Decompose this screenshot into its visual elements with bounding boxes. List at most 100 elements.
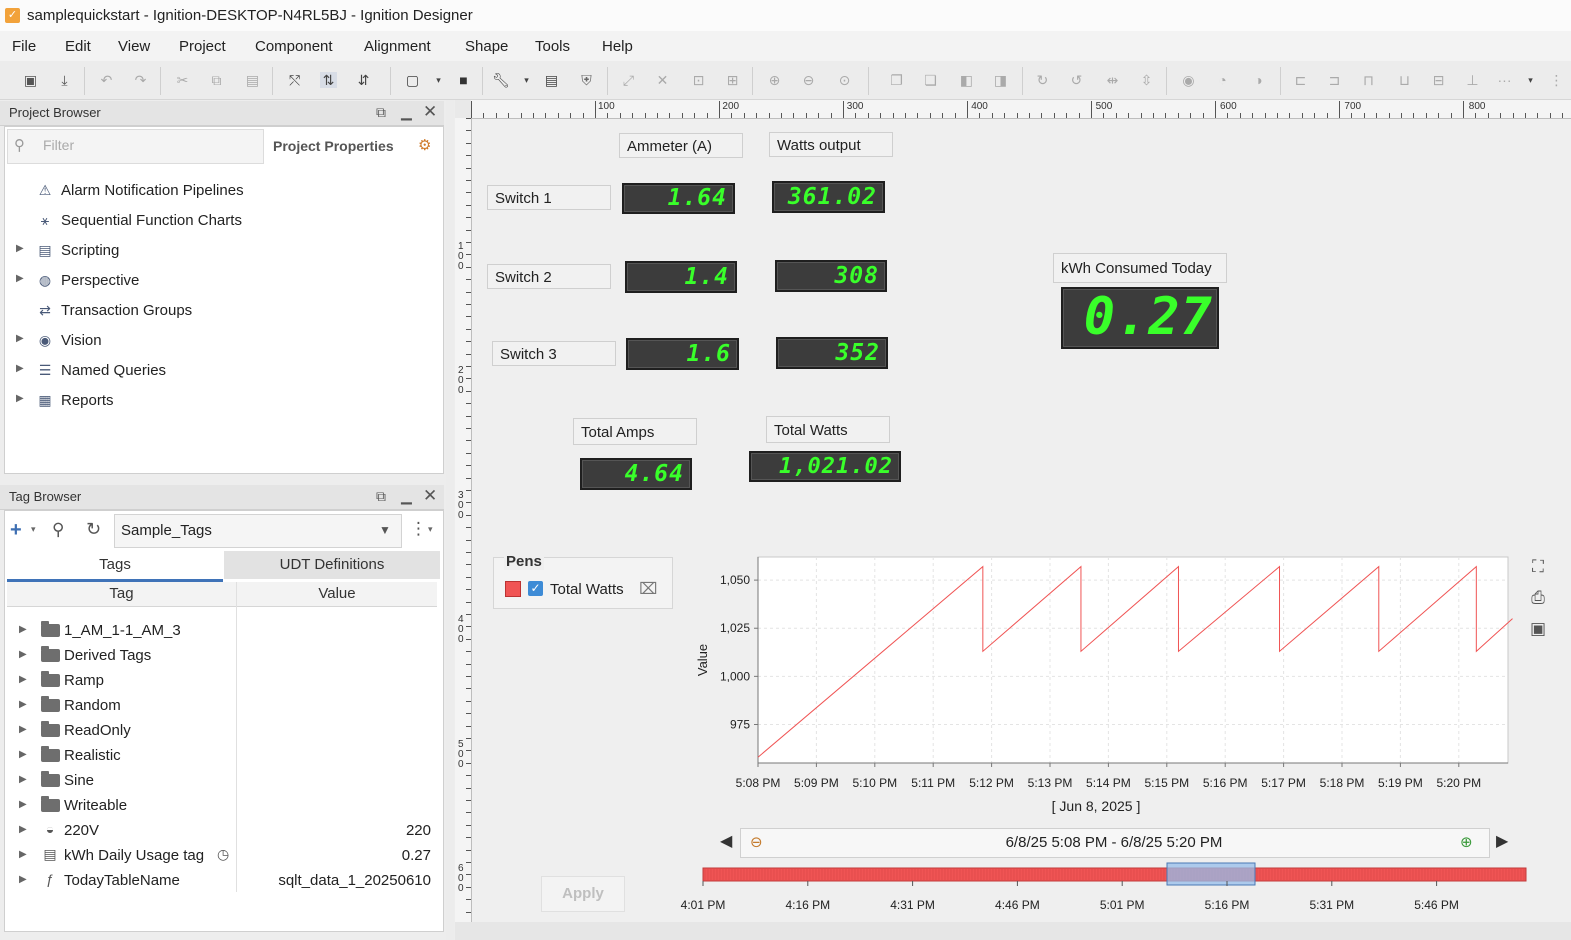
expand-arrow-icon[interactable]: ▶ [16, 273, 24, 284]
preview-dropdown-icon[interactable]: ▾ [436, 75, 441, 85]
project-tree-item[interactable]: ⇄ Transaction Groups [0, 298, 430, 324]
expand-arrow-icon[interactable]: ▶ [16, 363, 24, 374]
fit-icon[interactable]: ✕ [656, 72, 669, 88]
save-all-icon[interactable]: ⤓ [61, 72, 68, 88]
tab-udt-definitions[interactable]: UDT Definitions [224, 551, 440, 579]
union-icon[interactable]: ◉ [1182, 72, 1195, 88]
pen-visible-checkbox[interactable]: ✓ [528, 581, 543, 596]
save-chart-icon[interactable]: ▣ [1529, 619, 1547, 638]
total-amps-display[interactable]: 4.64 [580, 458, 692, 490]
tag-row[interactable]: ▶ Derived Tags [7, 643, 437, 668]
menu-component[interactable]: Component [255, 38, 333, 55]
align-middle-icon[interactable]: ⊟ [1432, 72, 1445, 88]
search-icon[interactable]: ⚲ [52, 520, 65, 539]
range-forward-icon[interactable]: ▶ [1496, 833, 1509, 850]
expand-arrow-icon[interactable]: ▶ [19, 874, 27, 885]
undo-icon[interactable]: ↶ [100, 72, 113, 88]
ammeter-header-label[interactable]: Ammeter (A) [619, 133, 743, 158]
flip-v-icon[interactable]: ⇳ [1140, 72, 1153, 88]
easy-chart[interactable]: 5:08 PM 5:09 PM 5:10 PM 5:11 PM 5:12 PM 5:13 … [690, 545, 1520, 815]
more-icon[interactable]: ··· [1497, 72, 1512, 88]
paste-icon[interactable]: ▤ [245, 72, 260, 88]
project-tree-item[interactable]: ▶ ▤ Scripting [0, 238, 430, 264]
align-center-icon[interactable]: ⊐ [1328, 72, 1341, 88]
move-mode-icon[interactable]: ⇅ [320, 72, 337, 88]
menu-edit[interactable]: Edit [65, 38, 91, 55]
zoom-in-icon[interactable]: ⊕ [768, 72, 781, 88]
project-properties-icon[interactable]: ⚙ [418, 137, 432, 154]
align-bottom-icon[interactable]: ⊔ [1399, 72, 1410, 88]
preview-icon[interactable]: ▢ [405, 72, 420, 88]
minimize-icon[interactable]: ▁ [401, 488, 412, 504]
tag-row[interactable]: ▶ Ramp [7, 668, 437, 693]
close-icon[interactable]: ✕ [423, 102, 438, 121]
wrench-dropdown-icon[interactable]: ▾ [524, 75, 529, 85]
project-tree-item[interactable]: ▶ ▦ Reports [0, 388, 430, 414]
watts-header-label[interactable]: Watts output [769, 132, 893, 157]
add-dropdown-icon[interactable]: ▾ [31, 524, 36, 534]
tag-provider-select[interactable] [114, 514, 402, 548]
switch-2-label[interactable]: Switch 2 [487, 264, 611, 289]
overview-timeline[interactable]: 4:01 PM 4:16 PM 4:31 PM 4:46 PM 5:01 PM 5:16 … [680, 862, 1540, 918]
zoom-reset-icon[interactable]: ⊙ [838, 72, 851, 88]
group-icon[interactable]: ❐ [890, 72, 903, 88]
project-tree-item[interactable]: ⚠ Alarm Notification Pipelines [0, 178, 430, 204]
tag-row[interactable]: ▶ Writeable [7, 793, 437, 818]
rotate-ccw-icon[interactable]: ↺ [1070, 72, 1083, 88]
tag-row[interactable]: ▶ Realistic [7, 743, 437, 768]
filter-input[interactable] [7, 129, 264, 164]
column-header-value[interactable]: Value [237, 582, 437, 607]
switch-3-amps-display[interactable]: 1.6 [626, 338, 739, 370]
project-tree-item[interactable]: ▶ ◍ Perspective [0, 268, 430, 294]
ungroup-icon[interactable]: ❏ [924, 72, 937, 88]
stop-icon[interactable]: ■ [459, 72, 468, 88]
project-tree-item[interactable]: ▶ ☰ Named Queries [0, 358, 430, 384]
save-icon[interactable]: ▣ [23, 72, 38, 88]
expand-arrow-icon[interactable]: ▶ [19, 649, 27, 660]
expand-arrow-icon[interactable]: ▶ [19, 699, 27, 710]
column-header-tag[interactable]: Tag [7, 582, 236, 607]
zoom-out-icon[interactable]: ⊖ [802, 72, 815, 88]
copy-icon[interactable]: ⧉ [211, 72, 222, 88]
tab-tags[interactable]: Tags [7, 551, 223, 582]
expand-arrow-icon[interactable]: ▶ [19, 724, 27, 735]
minimize-icon[interactable]: ▁ [401, 104, 412, 120]
tag-row[interactable]: ▶ ◒ 220V 220 [7, 818, 437, 843]
float-icon[interactable]: ⧉ [376, 104, 386, 120]
expand-arrow-icon[interactable]: ▶ [19, 774, 27, 785]
intersect-icon[interactable]: ◑ [1254, 72, 1263, 88]
total-watts-label[interactable]: Total Watts [766, 416, 890, 443]
redo-icon[interactable]: ↷ [134, 72, 147, 88]
align-vmiddle-icon[interactable]: ⊥ [1466, 72, 1479, 88]
float-icon[interactable]: ⧉ [376, 488, 386, 504]
zoom-out-icon[interactable]: ⊖ [750, 834, 763, 851]
chevron-down-icon[interactable]: ▼ [379, 523, 391, 537]
switch-1-watts-display[interactable]: 361.02 [772, 181, 885, 213]
range-back-icon[interactable]: ◀ [720, 833, 733, 850]
tag-row[interactable]: ▶ ƒ TodayTableName sqlt_data_1_20250610 [7, 868, 437, 893]
expand-arrow-icon[interactable]: ▶ [16, 243, 24, 254]
anchor-mode-icon[interactable]: ⇵ [357, 72, 370, 88]
tag-row[interactable]: ▶ Sine [7, 768, 437, 793]
tag-row[interactable]: ▶ ▤ kWh Daily Usage tag ◷ 0.27 [7, 843, 437, 868]
tag-row[interactable]: ▶ Random [7, 693, 437, 718]
apply-button[interactable]: Apply [541, 876, 625, 912]
switch-1-amps-display[interactable]: 1.64 [622, 183, 735, 214]
wrench-icon[interactable]: 🔧︎ [492, 72, 510, 88]
subtract-icon[interactable]: ◔ [1218, 72, 1227, 88]
print-icon[interactable]: ⎙ [1531, 588, 1545, 607]
shield-icon[interactable]: ⛨ [581, 72, 592, 88]
tools-off-icon[interactable]: ⤲ [288, 72, 301, 88]
menu-alignment[interactable]: Alignment [364, 38, 431, 55]
align-top-icon[interactable]: ⊓ [1363, 72, 1374, 88]
kebab-menu-icon[interactable]: ⋮ [410, 519, 427, 538]
menu-file[interactable]: File [12, 38, 37, 55]
size-icon[interactable]: ⤢ [622, 72, 635, 88]
switch-2-watts-display[interactable]: 308 [775, 260, 887, 292]
expand-arrow-icon[interactable]: ▶ [19, 624, 27, 635]
overflow-dropdown-icon[interactable]: ▾ [1528, 75, 1533, 85]
menu-shape[interactable]: Shape [465, 38, 509, 55]
zoom-in-icon[interactable]: ⊕ [1460, 834, 1473, 851]
expand-arrow-icon[interactable]: ▶ [16, 333, 24, 344]
add-tag-icon[interactable]: + [10, 519, 22, 541]
